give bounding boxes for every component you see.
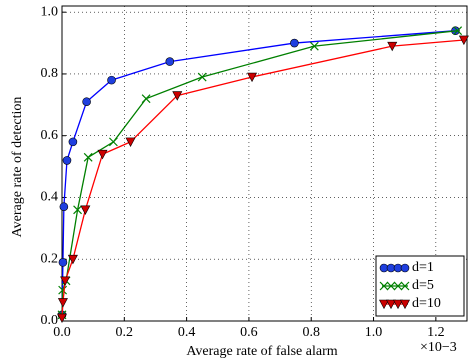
marker xyxy=(60,276,71,286)
x-tick-label: 1.2 xyxy=(427,325,445,340)
x-tick-label: 0.6 xyxy=(240,325,258,340)
y-tick-label: 0.2 xyxy=(41,251,59,266)
marker xyxy=(67,254,78,265)
marker xyxy=(393,281,403,291)
x-tick-label: 0.4 xyxy=(178,325,196,340)
marker xyxy=(400,299,410,310)
marker xyxy=(386,281,396,291)
y-axis-label: Average rate of detection xyxy=(10,97,25,238)
marker xyxy=(290,38,299,48)
marker xyxy=(59,202,69,212)
marker xyxy=(82,97,91,107)
marker xyxy=(458,35,469,46)
marker xyxy=(80,205,91,215)
marker xyxy=(453,26,463,36)
marker xyxy=(97,149,108,160)
marker xyxy=(57,313,67,324)
marker xyxy=(57,298,68,308)
marker xyxy=(387,41,398,52)
marker xyxy=(172,91,183,101)
x-tick-label: 0.8 xyxy=(302,325,320,340)
marker xyxy=(58,258,68,267)
y-tick-label: 0.0 xyxy=(41,313,59,328)
marker xyxy=(247,72,258,83)
marker xyxy=(141,94,151,104)
marker xyxy=(197,72,207,82)
x-tick-label: 0.0 xyxy=(53,325,71,340)
x-tick-label: 1.0 xyxy=(365,325,383,340)
legend-label: d=5 xyxy=(412,278,434,293)
legend-label: d=10 xyxy=(412,296,441,311)
series-line xyxy=(61,30,456,315)
x-axis-label: Average rate of false alarm xyxy=(186,344,337,359)
marker xyxy=(108,137,118,147)
marker xyxy=(62,156,72,165)
y-tick-label: 1.0 xyxy=(41,4,59,19)
marker xyxy=(386,299,396,310)
marker xyxy=(379,299,389,310)
x-tick-label: 0.2 xyxy=(116,325,134,340)
marker xyxy=(379,281,389,291)
legend-label: d=1 xyxy=(412,260,434,275)
y-tick-label: 0.6 xyxy=(41,128,59,143)
marker xyxy=(58,285,68,295)
x-multiplier: ×10−3 xyxy=(420,340,457,355)
marker xyxy=(393,299,403,310)
y-tick-label: 0.4 xyxy=(41,190,59,205)
plot-frame xyxy=(61,5,468,322)
marker xyxy=(68,137,78,147)
marker xyxy=(83,152,93,162)
marker xyxy=(165,57,175,66)
marker xyxy=(125,137,136,148)
marker xyxy=(400,281,410,291)
y-tick-label: 0.8 xyxy=(41,66,59,81)
marker xyxy=(309,41,319,51)
marker xyxy=(73,205,83,215)
marker xyxy=(107,75,116,85)
marker xyxy=(400,263,410,273)
